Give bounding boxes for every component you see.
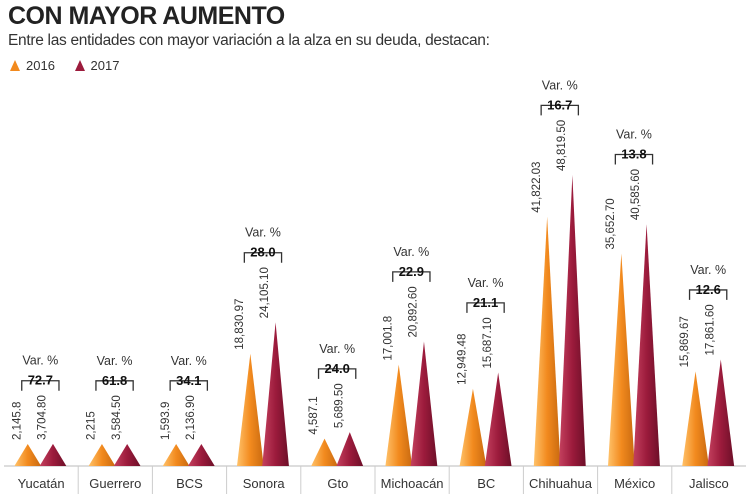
bar-2017-Gto xyxy=(336,432,364,466)
variation-bracket-BC xyxy=(466,302,505,313)
bar-2016-Guerrero xyxy=(88,444,116,466)
variation-bracket-Michoacán xyxy=(392,271,431,282)
bar-2016-México xyxy=(607,253,635,466)
category-label-Chihuahua: Chihuahua xyxy=(529,476,593,491)
value-label-2017-BCS: 2,136.90 xyxy=(185,395,197,440)
value-label-2017-Gto: 5,689.50 xyxy=(333,383,345,428)
variation-value-Gto: 24.0 xyxy=(325,361,350,376)
variation-title-Guerrero: Var. % xyxy=(97,354,133,368)
value-label-2017-Michoacán: 20,892.60 xyxy=(408,286,420,337)
value-label-2017-Chihuahua: 48,819.50 xyxy=(556,120,568,171)
value-label-2016-Chihuahua: 41,822.03 xyxy=(531,162,543,213)
variation-bracket-Sonora xyxy=(243,252,283,263)
variation-bracket-Yucatán xyxy=(21,380,60,391)
value-label-2017-México: 40,585.60 xyxy=(630,169,642,220)
value-label-2017-Sonora: 24,105.10 xyxy=(259,267,271,318)
variation-title-Sonora: Var. % xyxy=(245,226,281,240)
variation-bracket-Chihuahua xyxy=(540,104,580,116)
category-label-BCS: BCS xyxy=(176,476,203,491)
value-label-2016-Michoacán: 17,001.8 xyxy=(382,316,394,361)
variation-value-México: 13.8 xyxy=(621,146,646,161)
bar-2016-Chihuahua xyxy=(533,216,561,466)
variation-value-Chihuahua: 16.7 xyxy=(547,97,572,112)
variation-value-Michoacán: 22.9 xyxy=(399,264,424,279)
bar-2016-Jalisco xyxy=(682,371,709,466)
legend-swatch-2017 xyxy=(74,60,85,71)
bar-2016-Michoacán xyxy=(385,364,413,466)
legend-label-2017: 2017 xyxy=(90,58,120,73)
variation-bracket-Gto xyxy=(317,368,357,379)
variation-title-Jalisco: Var. % xyxy=(690,263,726,277)
value-label-2016-Yucatán: 2,145.8 xyxy=(11,402,23,440)
category-label-Yucatán: Yucatán xyxy=(18,476,65,491)
category-label-Gto: Gto xyxy=(327,476,348,491)
bar-2017-BC xyxy=(484,372,512,466)
variation-title-BCS: Var. % xyxy=(171,354,207,368)
variation-title-Yucatán: Var. % xyxy=(22,354,58,368)
variation-bracket-Guerrero xyxy=(95,380,134,391)
variation-value-BC: 21.1 xyxy=(473,295,498,310)
legend-swatch-2016 xyxy=(10,60,20,71)
legend: 2016 2017 xyxy=(10,58,135,74)
bar-2017-Guerrero xyxy=(113,444,141,466)
category-label-Michoacán: Michoacán xyxy=(381,476,444,491)
value-label-2016-BC: 12,949.48 xyxy=(457,334,469,385)
value-label-2016-Jalisco: 15,869.67 xyxy=(679,316,691,367)
bar-2017-Sonora xyxy=(262,322,289,466)
category-label-México: México xyxy=(614,476,655,491)
bar-2016-BC xyxy=(459,388,487,466)
variation-bracket-BCS xyxy=(169,380,209,391)
variation-title-BC: Var. % xyxy=(468,276,504,290)
category-label-Sonora: Sonora xyxy=(243,476,286,491)
bar-2017-Jalisco xyxy=(707,359,735,466)
chart-subtitle: Entre las entidades con mayor variación … xyxy=(8,32,490,49)
category-label-Guerrero: Guerrero xyxy=(89,476,141,491)
bar-2017-BCS xyxy=(188,444,215,466)
bar-2016-Yucatán xyxy=(14,444,42,466)
bar-2016-BCS xyxy=(162,444,190,466)
bar-2017-Yucatán xyxy=(39,443,67,466)
variation-value-Guerrero: 61.8 xyxy=(102,373,127,388)
variation-title-Chihuahua: Var. % xyxy=(542,78,578,92)
value-label-2017-Guerrero: 3,584.50 xyxy=(111,395,123,440)
chart-title: CON MAYOR AUMENTO xyxy=(8,2,285,30)
variation-title-Michoacán: Var. % xyxy=(393,245,429,259)
bar-2017-Chihuahua xyxy=(559,175,586,466)
bar-2016-Gto xyxy=(311,438,338,466)
variation-title-México: Var. % xyxy=(616,127,652,141)
bar-2017-Michoacán xyxy=(410,341,438,466)
value-label-2017-Yucatán: 3,704.80 xyxy=(37,395,49,440)
value-label-2017-Jalisco: 17,861.60 xyxy=(704,304,716,355)
category-label-BC: BC xyxy=(477,476,495,491)
variation-value-Yucatán: 72.7 xyxy=(28,373,53,388)
bar-2016-Sonora xyxy=(236,353,264,466)
legend-item-2016: 2016 xyxy=(10,58,55,73)
value-label-2016-BCS: 1,593.9 xyxy=(160,402,172,440)
category-label-Jalisco: Jalisco xyxy=(689,476,729,491)
variation-title-Gto: Var. % xyxy=(319,342,355,356)
value-label-2016-Sonora: 18,830.97 xyxy=(234,299,246,350)
variation-bracket-Jalisco xyxy=(688,289,728,300)
variation-bracket-México xyxy=(614,153,654,165)
legend-label-2016: 2016 xyxy=(26,58,55,73)
value-label-2016-Gto: 4,587.1 xyxy=(308,396,320,434)
value-label-2016-Guerrero: 2,215 xyxy=(86,411,98,440)
legend-item-2017: 2017 xyxy=(74,58,120,73)
variation-value-Jalisco: 12.6 xyxy=(696,282,721,297)
variation-value-BCS: 34.1 xyxy=(176,373,201,388)
value-label-2016-México: 35,652.70 xyxy=(605,198,617,249)
bar-2017-México xyxy=(633,224,660,466)
variation-value-Sonora: 28.0 xyxy=(250,245,275,260)
value-label-2017-BC: 15,687.10 xyxy=(482,317,494,368)
